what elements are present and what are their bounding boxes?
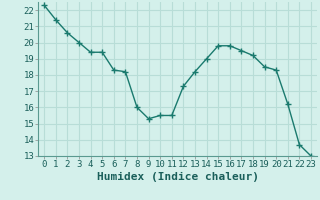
X-axis label: Humidex (Indice chaleur): Humidex (Indice chaleur)	[97, 172, 259, 182]
